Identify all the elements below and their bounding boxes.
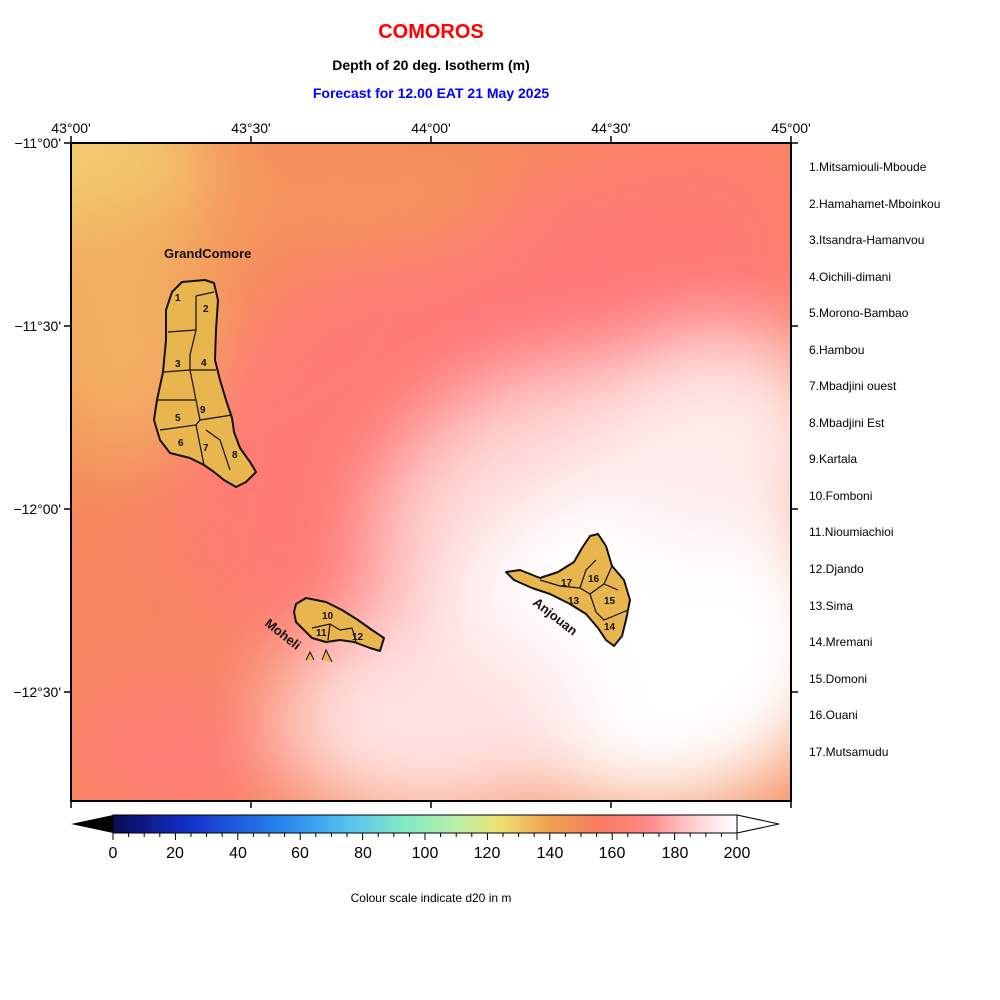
region-number-16: 16 [588,574,600,585]
region-number-13: 13 [568,596,580,607]
region-number-1: 1 [175,293,181,304]
colorbar-tick-label: 100 [412,845,439,862]
lat-tick-label: −11°00' [14,135,61,151]
colorbar-tick-label: 180 [662,845,689,862]
island-moheli: 10 11 12 [293,597,385,663]
region-number-2: 2 [203,304,209,315]
region-legend-item: 16.Ouani [809,708,858,722]
axis-ticks [64,136,798,808]
region-legend: 1.Mitsamiouli-Mboude 2.Hamahamet-Mboinko… [809,160,940,759]
colorbar-tick-label: 80 [354,845,372,862]
region-number-10: 10 [322,611,334,622]
lon-tick-label: 43°00' [51,120,90,136]
lat-tick-label: −11°30' [14,318,61,334]
region-legend-item: 1.Mitsamiouli-Mboude [809,160,927,174]
colorbar-tick-label: 120 [474,845,501,862]
lat-tick-label: −12°00' [13,501,61,517]
region-number-15: 15 [604,596,616,607]
map-title: COMOROS [378,21,484,43]
region-legend-item: 12.Djando [809,562,864,576]
lon-tick-label: 44°30' [591,120,630,136]
island-anjouan: 17 16 13 15 14 [505,533,631,647]
region-number-5: 5 [175,413,181,424]
region-legend-item: 6.Hambou [809,343,864,357]
region-number-3: 3 [175,359,181,370]
colorbar-tick-label: 140 [537,845,564,862]
d20-field [71,143,791,801]
region-number-11: 11 [316,628,327,639]
map-subtitle: Depth of 20 deg. Isotherm (m) [332,57,530,73]
region-legend-item: 11.Nioumiachioi [809,525,894,539]
label-grand-comore: GrandComore [164,246,251,261]
region-legend-item: 10.Fomboni [809,489,872,503]
colorbar-caption: Colour scale indicate d20 in m [351,891,512,905]
region-number-17: 17 [561,578,573,589]
region-legend-item: 4.Oichili-dimani [809,270,891,284]
region-legend-item: 17.Mutsamudu [809,745,888,759]
colorbar-tick-label: 40 [229,845,247,862]
region-number-9: 9 [200,405,206,416]
region-legend-item: 14.Mremani [809,635,872,649]
region-legend-item: 5.Morono-Bambao [809,306,909,320]
region-number-6: 6 [178,438,184,449]
region-legend-item: 3.Itsandra-Hamanvou [809,233,924,247]
region-number-7: 7 [203,443,209,454]
lon-tick-label: 45°00' [771,120,810,136]
region-legend-item: 9.Kartala [809,452,857,466]
region-legend-item: 8.Mbadjini Est [809,416,885,430]
colorbar-tick-label: 60 [291,845,309,862]
region-number-8: 8 [232,450,238,461]
island-grand-comore: 1 2 3 4 5 9 6 7 8 [153,279,257,488]
region-number-12: 12 [352,632,364,643]
colorbar-tick-label: 160 [599,845,626,862]
lon-tick-label: 43°30' [231,120,270,136]
region-number-4: 4 [201,358,207,369]
region-number-14: 14 [604,622,616,633]
colorbar-tick-labels: 0 20 40 60 80 100 120 140 160 180 200 [109,845,751,862]
region-legend-item: 2.Hamahamet-Mboinkou [809,197,940,211]
region-legend-item: 15.Domoni [809,672,867,686]
colorbar-tick-label: 0 [109,845,118,862]
colorbar-tick-label: 20 [166,845,184,862]
colorbar-tick-label: 200 [724,845,751,862]
region-legend-item: 7.Mbadjini ouest [809,379,897,393]
colorbar [71,814,780,840]
lon-tick-label: 44°00' [411,120,450,136]
forecast-time: Forecast for 12.00 EAT 21 May 2025 [313,85,550,101]
lat-tick-label: −12°30' [13,684,61,700]
region-legend-item: 13.Sima [809,599,853,613]
